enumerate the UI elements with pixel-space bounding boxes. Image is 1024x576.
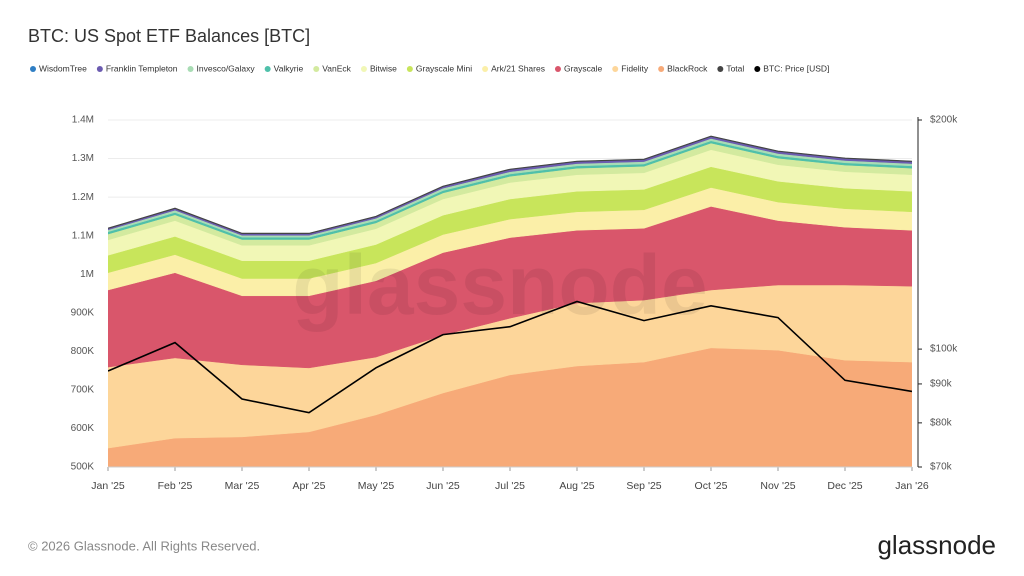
price-line — [108, 300, 912, 414]
y-tick-label: 1.3M — [72, 153, 94, 164]
legend-label: Grayscale — [564, 63, 603, 73]
x-tick-label: Dec '25 — [827, 480, 862, 492]
legend-marker — [658, 66, 665, 72]
legend-marker — [313, 66, 320, 72]
x-tick-label: Nov '25 — [760, 480, 795, 492]
y-tick-label: 800K — [71, 346, 95, 357]
legend-label: BlackRock — [667, 63, 708, 73]
x-tick-label: Jun '25 — [426, 480, 460, 492]
legend-marker — [612, 66, 619, 72]
x-tick-label: Mar '25 — [225, 480, 260, 492]
x-tick-label: Jul '25 — [495, 480, 525, 492]
y-tick-label: 1.4M — [72, 115, 94, 126]
legend-label: Total — [726, 63, 744, 73]
x-tick-label: May '25 — [358, 480, 395, 492]
x-tick-label: Jan '25 — [91, 480, 125, 492]
y-tick-label: 500K — [71, 462, 95, 473]
x-tick-label: Apr '25 — [293, 480, 326, 492]
y-tick-label: 600K — [71, 423, 95, 434]
y2-tick-label: $70k — [930, 462, 953, 473]
legend-label: WisdomTree — [39, 63, 87, 73]
y2-tick-label: $90k — [930, 379, 953, 390]
y-tick-label: 1.2M — [72, 192, 94, 203]
copyright: © 2026 Glassnode. All Rights Reserved. — [28, 538, 260, 553]
total-line — [108, 135, 912, 234]
legend-label: Grayscale Mini — [416, 63, 472, 73]
legend-marker — [360, 66, 367, 72]
watermark: glassnode — [292, 238, 707, 332]
y2-tick-label: $80k — [930, 418, 953, 429]
chart-title: BTC: US Spot ETF Balances [BTC] — [28, 26, 310, 46]
x-tick-label: Oct '25 — [695, 480, 728, 492]
legend-marker — [96, 66, 103, 72]
legend-label: VanEck — [322, 63, 351, 73]
x-tick-label: Feb '25 — [158, 480, 193, 492]
legend-marker — [482, 66, 489, 72]
legend-marker — [717, 66, 724, 72]
legend-marker — [264, 66, 271, 72]
y-tick-label: 1M — [80, 269, 94, 280]
y-tick-label: 900K — [71, 307, 95, 318]
legend-marker — [30, 66, 36, 72]
legend-label: Franklin Templeton — [106, 63, 178, 73]
lines — [108, 135, 912, 414]
legend-label: Fidelity — [621, 63, 649, 73]
legend-label: BTC: Price [USD] — [763, 63, 829, 73]
legend-label: Bitwise — [370, 63, 397, 73]
areas — [108, 135, 912, 467]
legend-marker — [754, 66, 761, 72]
legend-marker — [406, 66, 413, 72]
y-tick-label: 700K — [71, 385, 95, 396]
y-tick-label: 1.1M — [72, 230, 94, 241]
x-tick-label: Sep '25 — [626, 480, 661, 492]
x-tick-label: Aug '25 — [559, 480, 594, 492]
y2-tick-label: $200k — [930, 115, 958, 126]
legend-marker — [187, 66, 194, 72]
legend-label: Invesco/Galaxy — [197, 63, 256, 73]
axes: 500K 600K 700K 800K 900K 1M 1.1M 1.2M 1.3M 1.4M $7… — [71, 115, 959, 492]
legend-label: Ark/21 Shares — [491, 63, 545, 73]
y2-tick-label: $100k — [930, 344, 958, 355]
x-tick-label: Jan '26 — [895, 480, 929, 492]
legend: WisdomTree Franklin Templeton Invesco/Gala… — [30, 63, 829, 73]
legend-label: Valkyrie — [274, 63, 304, 73]
logo: glassnode — [877, 530, 996, 560]
legend-marker — [554, 66, 561, 72]
